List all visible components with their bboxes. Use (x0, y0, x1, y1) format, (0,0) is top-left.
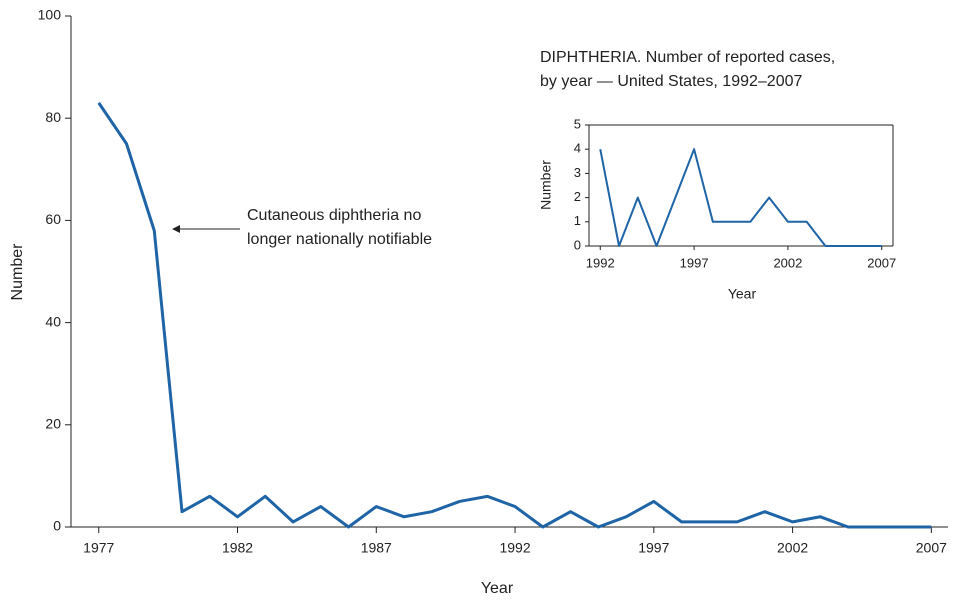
y-tick-label: 40 (45, 313, 61, 329)
y-tick-label: 1 (574, 213, 581, 228)
x-tick-label: 1982 (222, 540, 253, 556)
arrow-head (172, 225, 180, 233)
x-tick-label: 1977 (83, 540, 114, 556)
x-axis-label: Year (481, 580, 514, 597)
y-tick-label: 4 (574, 141, 581, 156)
y-tick-label: 60 (45, 211, 61, 227)
y-tick-label: 20 (45, 416, 61, 432)
y-tick-label: 0 (53, 518, 61, 534)
y-axis-label: Number (9, 243, 26, 301)
x-tick-label: 2002 (773, 255, 802, 270)
inset-title: by year — United States, 1992–2007 (540, 73, 802, 90)
x-tick-label: 1997 (680, 255, 709, 270)
x-tick-label: 2007 (916, 540, 947, 556)
y-tick-label: 100 (38, 7, 62, 23)
annotation: Cutaneous diphtheria no (247, 207, 421, 224)
x-tick-label: 1987 (361, 540, 392, 556)
inset-x-axis-label: Year (728, 286, 757, 302)
inset-title: DIPHTHERIA. Number of reported cases, (540, 49, 835, 66)
x-tick-label: 1992 (499, 540, 530, 556)
y-tick-label: 5 (574, 116, 581, 131)
data-line (599, 148, 882, 247)
y-tick-label: 2 (574, 189, 581, 204)
x-tick-label: 1997 (638, 540, 669, 556)
y-tick-label: 80 (45, 109, 61, 125)
annotation: longer nationally notifiable (247, 231, 432, 248)
x-tick-label: 2002 (777, 540, 808, 556)
data-line (97, 102, 932, 529)
x-tick-label: 2007 (867, 255, 896, 270)
inset-y-axis-label: Number (538, 160, 554, 210)
y-tick-label: 3 (574, 165, 581, 180)
y-tick-label: 0 (574, 237, 581, 252)
x-tick-label: 1992 (586, 255, 615, 270)
